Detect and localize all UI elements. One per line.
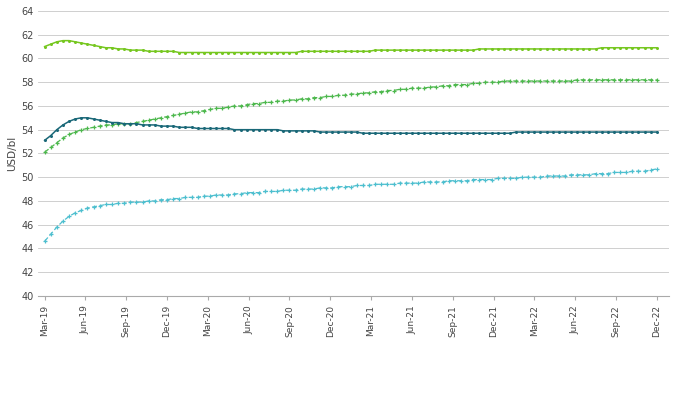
Legend: WTI crude oil curve: 24/01/2019 USD/bl, Brent crude oil curve: 24/01/2019 USD/bl: WTI crude oil curve: 24/01/2019 USD/bl, … xyxy=(132,409,576,411)
Y-axis label: USD/bl: USD/bl xyxy=(7,136,17,171)
